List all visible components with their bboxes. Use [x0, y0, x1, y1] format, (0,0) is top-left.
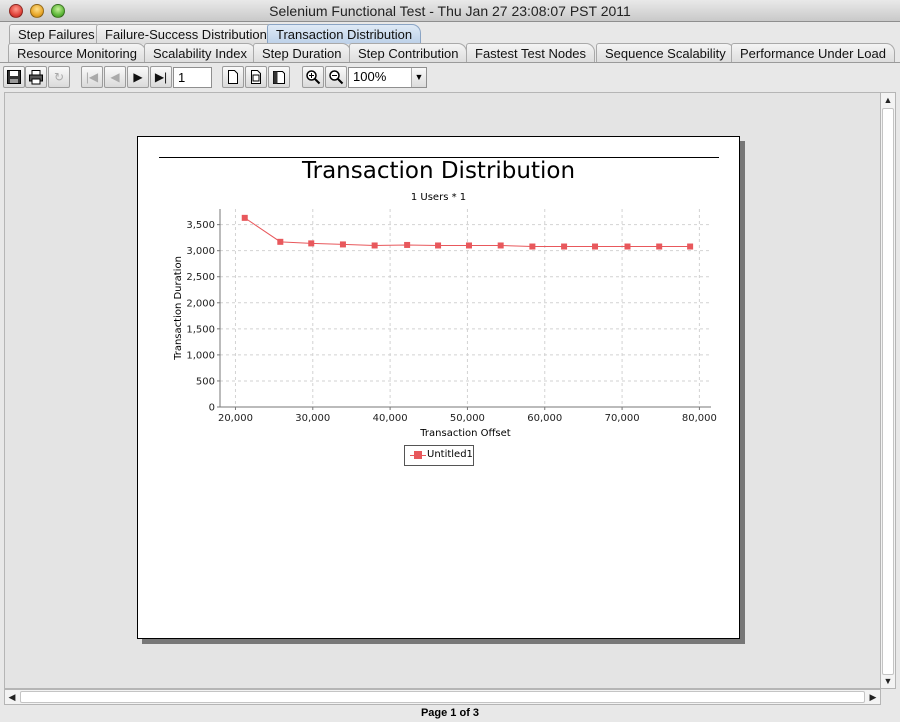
last-page-icon: ▶|: [154, 70, 168, 84]
tab-row-1: Step Failures Failure-Success Distributi…: [0, 24, 900, 44]
next-page-button[interactable]: ▶: [127, 66, 149, 88]
data-point: [561, 243, 568, 250]
tab-sequence-scalability[interactable]: Sequence Scalability: [596, 43, 735, 63]
horizontal-scrollbar[interactable]: ◀ ▶: [4, 689, 881, 705]
save-icon: [7, 70, 21, 84]
print-icon: [29, 70, 43, 85]
fit-page-button[interactable]: [245, 66, 267, 88]
previous-page-icon: ◀: [110, 70, 120, 84]
y-axis-label: Transaction Duration: [173, 256, 184, 361]
vertical-scrollbar[interactable]: ▲ ▼: [880, 92, 896, 689]
transaction-distribution-chart: 20,000 30,000 40,000 50,000 60,000 70,000 80,0…: [173, 209, 717, 437]
x-tick-label: 20,000: [218, 413, 253, 424]
minimize-window-button[interactable]: [30, 4, 44, 18]
report-page: Transaction Distribution 1 Users * 1 20,…: [137, 136, 740, 639]
next-page-icon: ▶: [133, 70, 143, 84]
window-title: Selenium Functional Test - Thu Jan 27 23…: [269, 3, 631, 19]
data-point: [435, 242, 442, 249]
tab-row-2: Resource Monitoring Scalability Index St…: [0, 43, 900, 63]
chart-subtitle: 1 Users * 1: [410, 192, 467, 203]
y-tick-label: 3,000: [186, 246, 215, 257]
tab-step-duration[interactable]: Step Duration: [253, 43, 351, 63]
tab-step-contribution[interactable]: Step Contribution: [349, 43, 468, 63]
print-button[interactable]: [25, 66, 47, 88]
x-tick-label: 80,000: [682, 413, 717, 424]
tab-divider: [0, 62, 900, 63]
data-point: [529, 243, 536, 250]
zoom-window-button[interactable]: [51, 4, 65, 18]
chevron-down-icon[interactable]: ▼: [411, 68, 426, 87]
zoom-out-button[interactable]: [325, 66, 347, 88]
y-tick-label: 2,000: [186, 298, 215, 309]
zoom-in-button[interactable]: [302, 66, 324, 88]
page-number-input[interactable]: 1: [173, 67, 212, 88]
horizontal-scroll-thumb[interactable]: [20, 691, 865, 703]
first-page-icon: |◀: [85, 70, 99, 84]
vertical-scroll-thumb[interactable]: [882, 108, 894, 675]
actual-size-button[interactable]: [222, 66, 244, 88]
fit-page-icon: [251, 70, 261, 84]
chart-legend: Untitled1: [404, 445, 474, 466]
save-button[interactable]: [3, 66, 25, 88]
data-point: [404, 241, 411, 248]
tab-scalability-index[interactable]: Scalability Index: [144, 43, 256, 63]
zoom-value: 100%: [353, 69, 387, 84]
y-tick-label: 500: [196, 376, 215, 387]
data-point: [339, 241, 346, 248]
title-rule: [159, 157, 719, 158]
tab-failure-success-distribution[interactable]: Failure-Success Distribution: [96, 24, 276, 44]
y-tick-label: 3,500: [186, 220, 215, 231]
legend-label: Untitled1: [427, 449, 473, 460]
data-point: [592, 243, 599, 250]
reload-button[interactable]: ↻: [48, 66, 70, 88]
scroll-right-icon[interactable]: ▶: [869, 692, 877, 702]
tab-step-failures[interactable]: Step Failures: [9, 24, 104, 44]
zoom-out-icon: [329, 70, 344, 85]
title-bar: Selenium Functional Test - Thu Jan 27 23…: [0, 0, 900, 22]
tab-transaction-distribution[interactable]: Transaction Distribution: [267, 24, 422, 44]
y-tick-label: 0: [209, 403, 215, 414]
zoom-in-icon: [306, 70, 321, 85]
close-window-button[interactable]: [9, 4, 23, 18]
scroll-down-icon[interactable]: ▼: [883, 676, 893, 686]
x-tick-label: 40,000: [373, 413, 408, 424]
data-point: [656, 243, 663, 250]
x-axis-label: Transaction Offset: [419, 428, 511, 437]
report-toolbar: ↻ |◀ ◀ ▶ ▶| 1: [0, 63, 900, 91]
y-tick-label: 1,000: [186, 350, 215, 361]
x-tick-label: 60,000: [527, 413, 562, 424]
fit-width-icon: [273, 71, 285, 84]
zoom-select[interactable]: 100% ▼: [348, 67, 427, 88]
previous-page-button[interactable]: ◀: [104, 66, 126, 88]
data-point: [624, 243, 631, 250]
data-point: [241, 214, 248, 221]
x-tick-label: 70,000: [605, 413, 640, 424]
first-page-button[interactable]: |◀: [81, 66, 103, 88]
y-tick-label: 2,500: [186, 272, 215, 283]
tab-fastest-test-nodes[interactable]: Fastest Test Nodes: [466, 43, 596, 63]
fit-width-button[interactable]: [268, 66, 290, 88]
data-point: [687, 243, 694, 250]
chart-title: Transaction Distribution: [301, 158, 576, 184]
scroll-left-icon[interactable]: ◀: [8, 692, 16, 702]
tab-resource-monitoring[interactable]: Resource Monitoring: [8, 43, 146, 63]
data-point: [371, 242, 378, 249]
data-point: [308, 240, 315, 247]
x-tick-label: 50,000: [450, 413, 485, 424]
scroll-up-icon[interactable]: ▲: [883, 95, 893, 105]
last-page-button[interactable]: ▶|: [150, 66, 172, 88]
y-tick-label: 1,500: [186, 324, 215, 335]
legend-marker-swatch: [414, 451, 422, 459]
tab-performance-under-load[interactable]: Performance Under Load: [731, 43, 895, 63]
data-point: [497, 242, 504, 249]
page-status: Page 1 of 3: [420, 707, 480, 719]
data-point: [465, 242, 472, 249]
x-tick-label: 30,000: [295, 413, 330, 424]
actual-size-icon: [228, 70, 238, 84]
reload-icon: ↻: [53, 70, 65, 84]
data-point: [277, 238, 284, 245]
